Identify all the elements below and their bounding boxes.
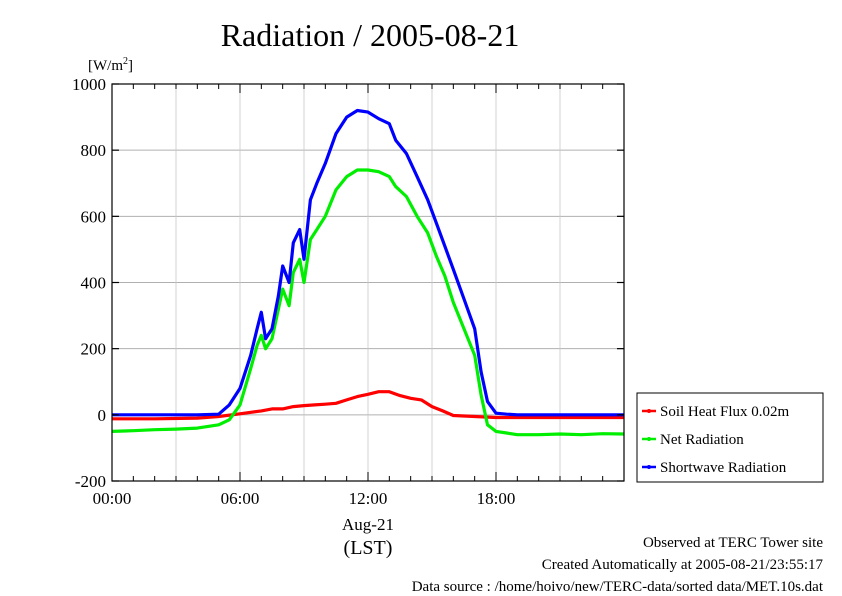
legend-marker: [647, 437, 651, 441]
series-line: [112, 108, 624, 417]
x-tick-label: 18:00: [477, 489, 516, 508]
footer-site-text: Observed at TERC Tower site: [642, 535, 823, 551]
footer-created-text: Created Automatically at 2005-08-21/23:5…: [541, 557, 823, 573]
y-tick-label: 1000: [72, 75, 106, 94]
legend-label: Net Radiation: [660, 432, 744, 448]
legend-label: Soil Heat Flux 0.02m: [660, 404, 790, 420]
footer-source-text: Data source : /home/hoivo/new/TERC-data/…: [411, 579, 823, 595]
y-axis-unit-label: [W/m2]: [88, 56, 133, 74]
x-axis-timezone-label: (LST): [344, 537, 393, 559]
legend-label: Shortwave Radiation: [660, 460, 787, 476]
series-line: [112, 390, 624, 421]
y-axis-ticks: -200 0 200 400 600 800 1000: [72, 75, 624, 491]
x-axis-date-label: Aug-21: [342, 515, 394, 534]
chart-title: Radiation / 2005-08-21: [221, 17, 520, 53]
legend: Soil Heat Flux 0.02m Net Radiation Shortwa…: [636, 392, 824, 483]
y-tick-label: 0: [98, 406, 107, 425]
legend-box: [636, 392, 824, 483]
y-tick-label: -200: [75, 472, 106, 491]
y-tick-label: 200: [81, 340, 107, 359]
legend-marker: [647, 409, 651, 413]
x-tick-label: 06:00: [221, 489, 260, 508]
series-line: [111, 168, 625, 437]
y-tick-label: 800: [81, 141, 107, 160]
x-tick-label: 00:00: [93, 489, 132, 508]
legend-marker: [647, 465, 651, 469]
x-tick-label: 12:00: [349, 489, 388, 508]
grid-lines: [112, 84, 624, 481]
y-tick-label: 400: [81, 274, 107, 293]
x-axis-ticks: 00:00 06:00 12:00 18:00: [93, 84, 604, 508]
series-lines: [111, 108, 625, 437]
y-tick-label: 600: [81, 207, 107, 226]
